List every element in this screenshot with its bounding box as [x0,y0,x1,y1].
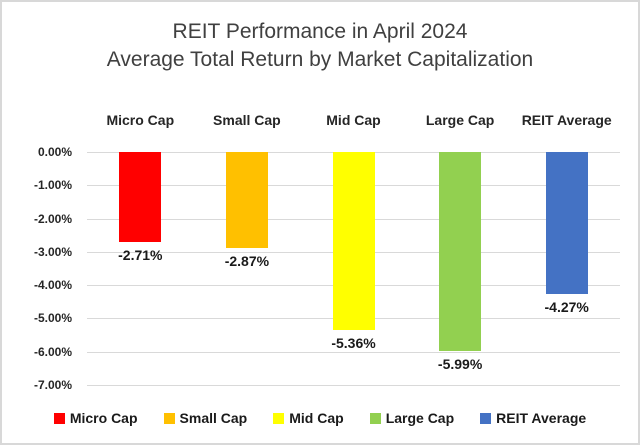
legend: Micro Cap Small Cap Mid Cap Large Cap REIT A… [2,410,638,426]
legend-label: REIT Average [496,410,587,426]
value-label: -4.27% [544,299,589,316]
value-label: -5.36% [331,335,376,352]
legend-swatch-icon [163,412,175,424]
y-tick-label: -6.00% [33,344,72,359]
y-tick-label: -7.00% [33,378,72,392]
y-tick-label: -4.00% [33,278,72,293]
category-label: Mid Cap [326,112,381,128]
bar [332,152,375,331]
legend-label: Large Cap [385,410,455,426]
legend-label: Small Cap [179,410,248,426]
gridline [87,351,620,353]
legend-swatch-icon [480,412,492,424]
legend-item: Mid Cap [273,410,344,426]
value-label: -2.87% [224,252,270,269]
category-label: Large Cap [425,112,495,128]
category-label: Small Cap [213,112,281,128]
y-tick-label: -5.00% [33,311,72,326]
bar [225,152,268,248]
chart-subtitle: Average Total Return by Market Capitaliz… [106,48,534,71]
legend-swatch-icon [273,412,285,424]
legend-item: Large Cap [369,410,455,426]
y-tick-label: -1.00% [33,178,72,193]
bar [545,152,588,295]
category-label: REIT Average [521,112,612,128]
legend-label: Micro Cap [69,410,138,426]
y-tick-label: -3.00% [33,244,72,259]
legend-item: Micro Cap [53,410,138,426]
legend-item: REIT Average [480,410,586,426]
y-tick-label: -2.00% [33,211,72,226]
y-tick-label: 0.00% [37,145,72,159]
bar [439,152,482,352]
legend-item: Small Cap [163,410,248,426]
value-label: -5.99% [437,356,483,373]
chart-title: REIT Performance in April 2024 [172,20,468,43]
legend-swatch-icon [53,412,65,424]
legend-swatch-icon [369,412,381,424]
bar [119,152,162,243]
category-label: Micro Cap [106,112,175,128]
value-label: -2.71% [118,247,163,264]
legend-label: Mid Cap [289,410,344,426]
gridline [87,385,620,386]
